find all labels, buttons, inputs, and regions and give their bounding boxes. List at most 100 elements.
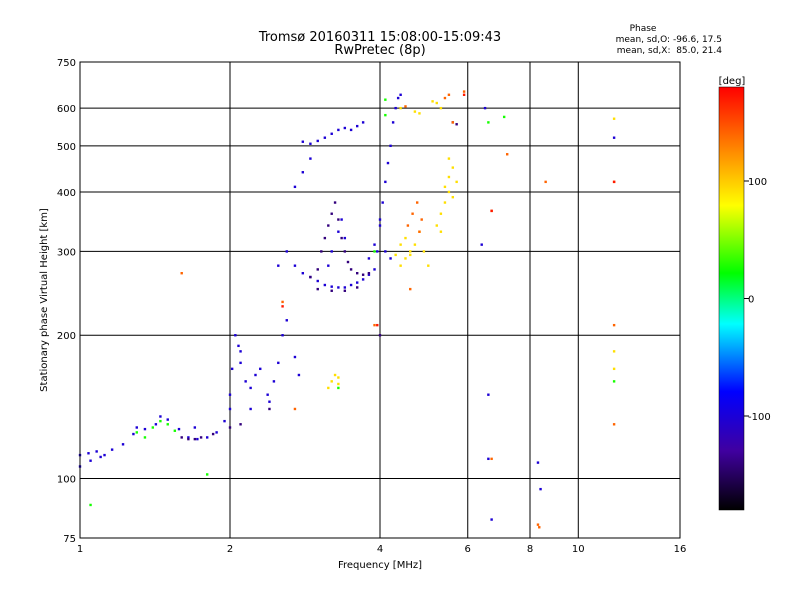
data-point: [337, 286, 340, 289]
data-point: [301, 272, 305, 275]
data-point: [451, 166, 455, 169]
y-tick-label: 200: [57, 331, 76, 342]
data-point: [399, 106, 402, 110]
data-point: [612, 117, 616, 120]
data-point: [316, 139, 319, 143]
data-point: [254, 373, 257, 377]
x-tick-label: 8: [527, 544, 533, 555]
data-point: [404, 105, 407, 108]
data-point: [327, 264, 330, 267]
data-point: [277, 264, 280, 267]
data-point: [361, 121, 365, 124]
data-point: [376, 250, 379, 253]
data-point: [389, 257, 392, 260]
data-point: [384, 98, 387, 101]
data-point: [327, 386, 330, 390]
data-point: [409, 250, 412, 253]
data-point: [384, 113, 387, 117]
y-axis-label: Stationary phase Virtual Height [km]: [39, 208, 50, 392]
data-point: [234, 334, 237, 337]
data-point: [536, 461, 540, 464]
data-point: [337, 386, 340, 390]
data-point: [396, 96, 400, 100]
data-point: [431, 100, 434, 103]
data-point: [121, 443, 125, 446]
data-point: [330, 250, 333, 253]
data-point: [135, 431, 138, 434]
data-point: [455, 123, 458, 126]
data-point: [384, 250, 387, 253]
data-point: [151, 426, 155, 429]
data-point: [462, 93, 466, 96]
data-point: [355, 272, 359, 275]
data-point: [483, 106, 487, 110]
data-point: [309, 142, 312, 145]
y-tick-label: 600: [57, 104, 76, 115]
data-point: [536, 523, 540, 526]
data-point: [612, 380, 616, 383]
data-point: [143, 427, 147, 431]
data-point: [293, 264, 297, 267]
data-point: [443, 201, 447, 204]
data-point: [323, 236, 327, 240]
data-point: [266, 393, 269, 396]
data-point: [439, 106, 443, 110]
data-point: [223, 419, 226, 423]
data-point: [439, 230, 443, 233]
x-tick-label: 16: [674, 544, 687, 555]
data-point: [89, 503, 92, 507]
x-tick-label: 6: [465, 544, 471, 555]
data-point: [367, 257, 371, 260]
data-point: [355, 286, 359, 289]
data-points: [78, 90, 616, 529]
data-point: [406, 224, 410, 227]
data-point: [391, 121, 395, 124]
data-point: [505, 153, 509, 156]
data-point: [333, 201, 337, 204]
data-point: [228, 426, 232, 429]
data-point: [349, 268, 353, 271]
data-point: [337, 218, 340, 221]
data-point: [293, 185, 297, 189]
data-point: [399, 243, 402, 246]
data-point: [215, 431, 218, 434]
data-point: [244, 380, 247, 383]
data-point: [323, 136, 327, 139]
data-point: [480, 243, 483, 246]
data-point: [196, 437, 199, 441]
data-point: [316, 287, 319, 291]
data-point: [166, 418, 169, 421]
data-point: [180, 436, 183, 439]
data-point: [490, 518, 493, 521]
data-point: [337, 376, 340, 379]
data-point: [367, 273, 371, 276]
data-point: [349, 128, 353, 132]
data-point: [285, 319, 288, 322]
data-point: [361, 278, 365, 281]
data-point: [297, 373, 301, 377]
data-point: [404, 257, 407, 260]
phase-stats-heading: Phase: [630, 24, 657, 34]
data-point: [320, 250, 323, 253]
data-point: [159, 415, 162, 418]
data-point: [409, 253, 412, 257]
data-point: [205, 473, 209, 476]
data-point: [323, 283, 327, 287]
data-point: [143, 436, 147, 439]
data-point: [281, 305, 284, 308]
data-point: [187, 437, 190, 441]
y-tick-label: 400: [57, 188, 76, 199]
data-point: [166, 423, 169, 426]
data-point: [180, 272, 183, 275]
data-point: [373, 268, 376, 271]
data-point: [337, 230, 340, 233]
data-point: [230, 367, 234, 371]
data-point: [612, 423, 616, 426]
data-point: [337, 382, 340, 386]
data-point: [420, 218, 423, 221]
data-point: [193, 426, 197, 429]
data-point: [378, 218, 382, 221]
x-tick-label: 2: [227, 544, 233, 555]
data-point: [99, 455, 102, 459]
data-point: [177, 427, 181, 431]
